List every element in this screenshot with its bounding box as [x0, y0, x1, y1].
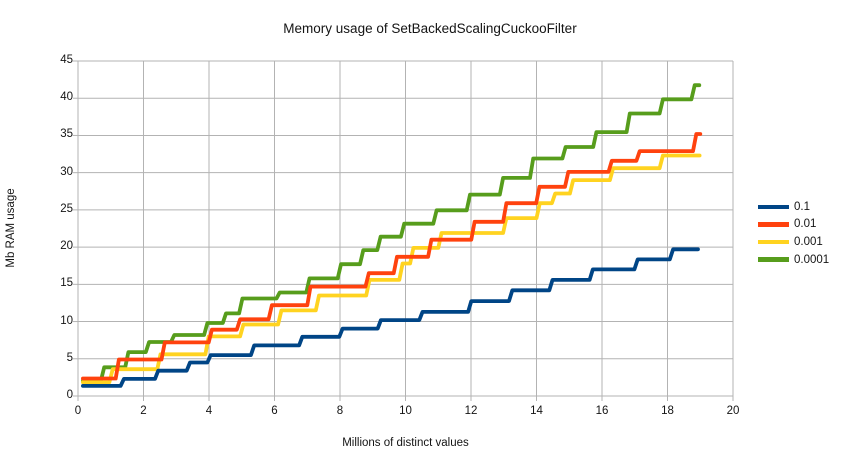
x-tick-label: 18 [661, 405, 674, 417]
series-line-0.001 [81, 153, 702, 385]
legend-swatch [758, 222, 789, 227]
y-tick-label: 15 [60, 277, 73, 290]
y-tick-label: 40 [60, 91, 73, 104]
x-tick-label: 20 [726, 405, 740, 417]
x-tick-label: 12 [464, 405, 478, 417]
y-tick-label: 10 [60, 314, 73, 327]
legend: 0.1 0.01 0.001 0.0001 [758, 198, 829, 268]
legend-item: 0.0001 [758, 251, 829, 269]
y-tick-label: 0 [66, 389, 73, 401]
y-tick-label: 20 [60, 240, 73, 253]
x-tick-label: 0 [74, 405, 82, 417]
legend-swatch [758, 257, 789, 262]
y-tick-label: 45 [60, 54, 73, 66]
x-tick-label: 10 [399, 405, 412, 417]
legend-item-label: 0.1 [794, 200, 810, 213]
legend-item: 0.01 [758, 216, 829, 234]
legend-item-label: 0.0001 [794, 253, 830, 266]
y-tick-label: 30 [60, 165, 73, 178]
x-axis-title: Millions of distinct values [342, 437, 469, 449]
x-tick-label: 16 [595, 405, 609, 417]
x-tick-label: 2 [140, 405, 147, 417]
y-tick-label: 25 [60, 202, 73, 215]
legend-item: 0.1 [758, 198, 829, 216]
chart-title: Memory usage of SetBackedScalingCuckooFi… [283, 21, 577, 36]
legend-swatch [758, 239, 789, 245]
y-tick-label: 35 [60, 128, 73, 141]
x-tick-label: 4 [205, 405, 213, 417]
legend-swatch [758, 204, 789, 210]
legend-item: 0.001 [758, 233, 829, 251]
series-line-0.01 [81, 132, 703, 381]
y-axis-title: Mb RAM usage [5, 188, 17, 268]
y-tick-label: 5 [66, 351, 73, 364]
series-line-0.0001 [81, 83, 702, 383]
x-tick-label: 8 [336, 405, 344, 417]
x-tick-label: 6 [271, 405, 278, 417]
legend-item-label: 0.001 [794, 235, 823, 248]
series-line-0.1 [81, 247, 700, 388]
legend-item-label: 0.01 [794, 218, 817, 231]
x-tick-label: 14 [530, 405, 543, 417]
